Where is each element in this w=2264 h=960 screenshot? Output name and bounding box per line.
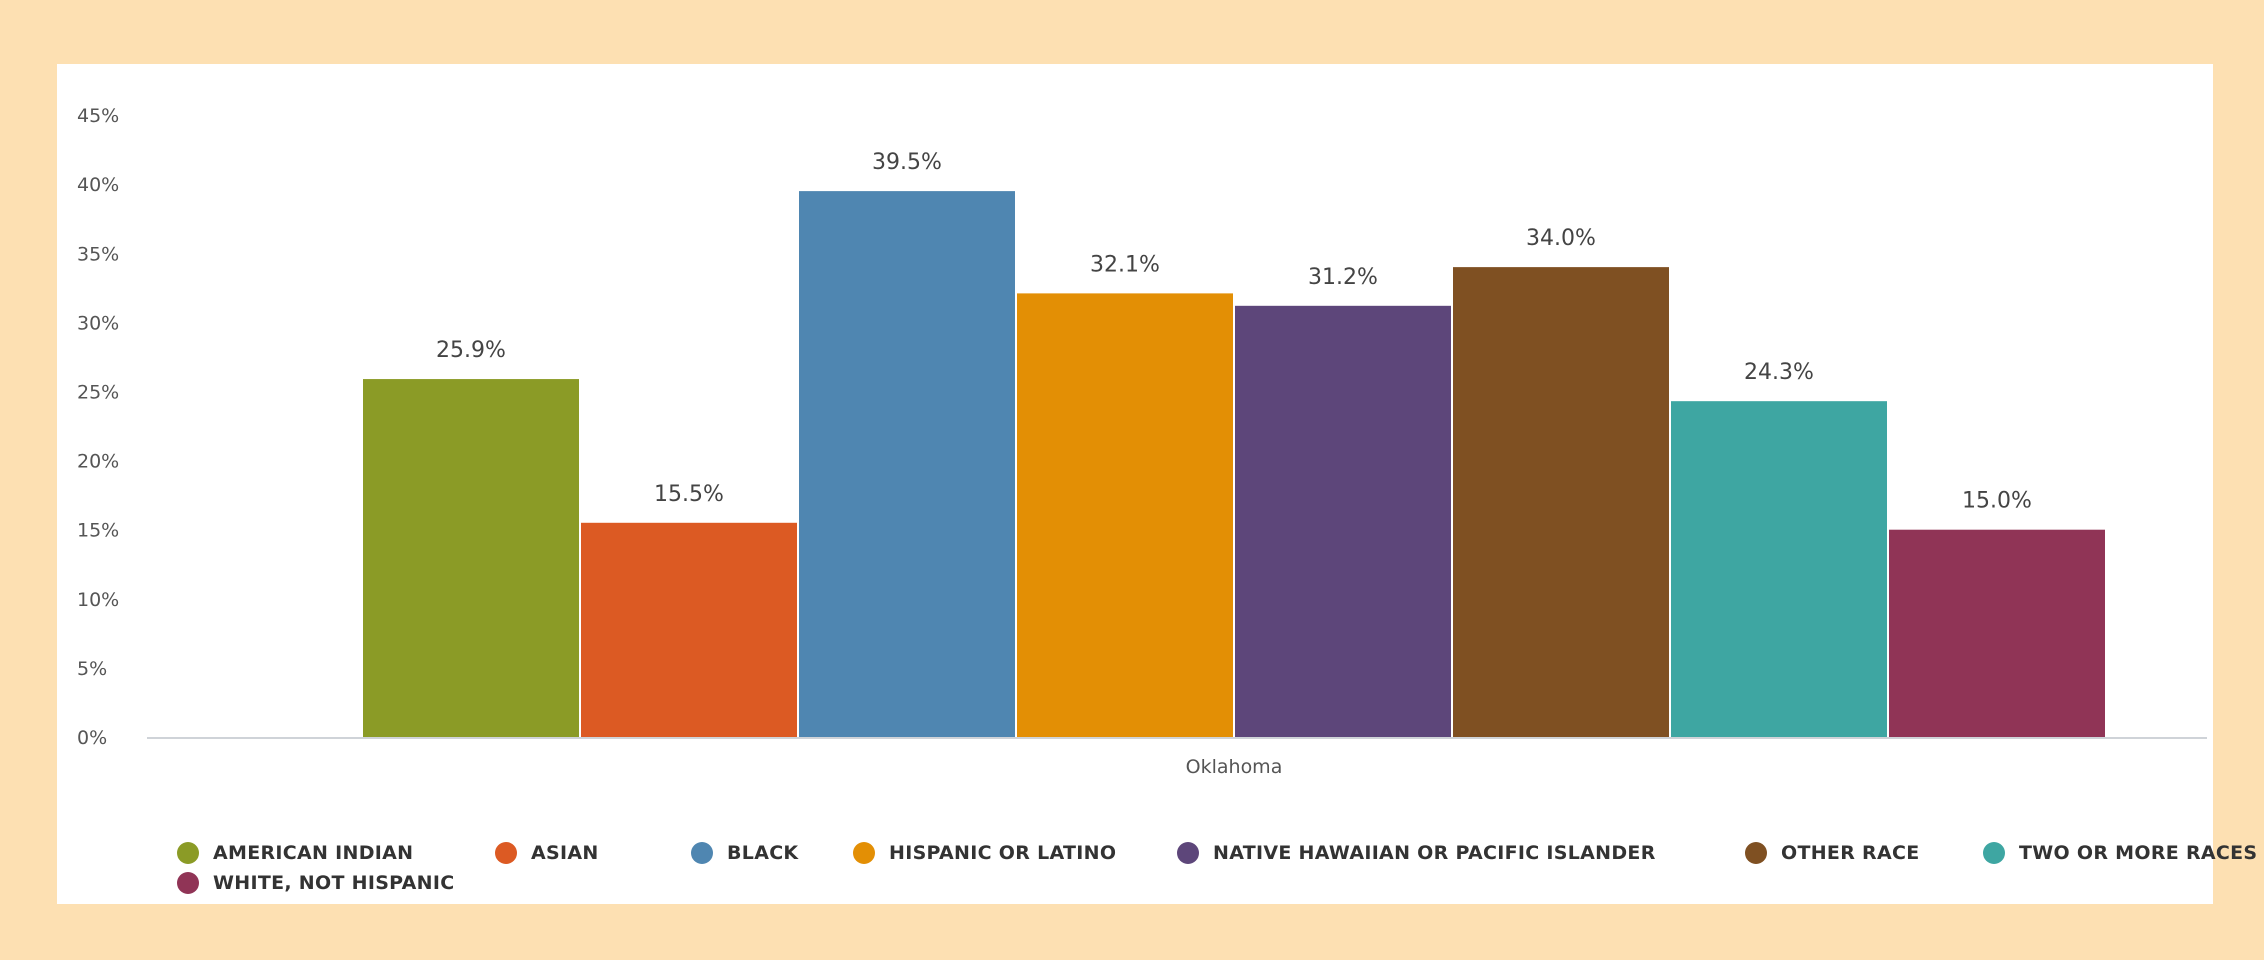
legend-swatch	[495, 842, 517, 864]
legend-label: HISPANIC OR LATINO	[889, 842, 1117, 864]
legend-swatch	[1745, 842, 1767, 864]
legend-label: WHITE, NOT HISPANIC	[213, 872, 455, 894]
legend-label: TWO OR MORE RACES	[2019, 842, 2258, 864]
legend-item[interactable]: NATIVE HAWAIIAN OR PACIFIC ISLANDER	[1177, 842, 1656, 864]
legend-label: AMERICAN INDIAN	[213, 842, 414, 864]
y-tick-label: 25%	[77, 382, 119, 404]
y-tick-label: 15%	[77, 520, 119, 542]
bar-hispanic-or-latino[interactable]	[1017, 293, 1233, 737]
bar-other-race[interactable]	[1453, 267, 1669, 737]
data-label: 15.0%	[1962, 489, 2032, 514]
legend-item[interactable]: TWO OR MORE RACES	[1983, 842, 2257, 864]
bar-white-not-hispanic[interactable]	[1889, 529, 2105, 737]
bar-american-indian[interactable]	[363, 379, 579, 737]
legend-item[interactable]: BLACK	[691, 842, 798, 864]
data-label: 34.0%	[1526, 226, 1596, 251]
data-label: 39.5%	[872, 150, 942, 175]
data-labels: 25.9% 15.5% 39.5% 32.1% 31.2% 34.0% 24.3% 15.0%	[436, 150, 2032, 514]
legend-swatch	[1177, 842, 1199, 864]
legend-label: ASIAN	[531, 842, 599, 864]
legend-item[interactable]: AMERICAN INDIAN	[177, 842, 413, 864]
legend-item[interactable]: WHITE, NOT HISPANIC	[177, 872, 454, 894]
legend-label: NATIVE HAWAIIAN OR PACIFIC ISLANDER	[1213, 842, 1656, 864]
y-tick-label: 35%	[77, 243, 119, 265]
bars	[363, 191, 2105, 738]
y-tick-label: 5%	[77, 658, 107, 680]
y-tick-label: 30%	[77, 312, 119, 334]
legend-swatch	[177, 842, 199, 864]
data-label: 15.5%	[654, 482, 724, 507]
y-axis: 0% 5% 10% 15% 20% 25% 30% 35% 40% 45%	[77, 105, 119, 749]
data-label: 25.9%	[436, 338, 506, 363]
legend-item[interactable]: ASIAN	[495, 842, 599, 864]
category-label: Oklahoma	[1186, 756, 1283, 778]
legend-swatch	[1983, 842, 2005, 864]
y-tick-label: 20%	[77, 451, 119, 473]
y-tick-label: 10%	[77, 589, 119, 611]
legend-swatch	[177, 872, 199, 894]
y-tick-label: 40%	[77, 174, 119, 196]
legend-label: OTHER RACE	[1781, 842, 1920, 864]
chart-panel: 0% 5% 10% 15% 20% 25% 30% 35% 40% 45% 25.9% 15.5% 3…	[57, 64, 2257, 904]
y-tick-label: 45%	[77, 105, 119, 127]
bar-native-hawaiian-or-pacific-islander[interactable]	[1235, 305, 1451, 737]
data-label: 31.2%	[1308, 265, 1378, 290]
y-tick-label: 0%	[77, 727, 107, 749]
bar-asian[interactable]	[581, 522, 797, 737]
legend-swatch	[853, 842, 875, 864]
bar-black[interactable]	[799, 191, 1015, 738]
legend-item[interactable]: OTHER RACE	[1745, 842, 1920, 864]
data-label: 32.1%	[1090, 252, 1160, 277]
data-label: 24.3%	[1744, 360, 1814, 385]
bar-two-or-more-races[interactable]	[1671, 401, 1887, 737]
bar-chart: 0% 5% 10% 15% 20% 25% 30% 35% 40% 45% 25.9% 15.5% 3…	[77, 105, 2207, 778]
legend-swatch	[691, 842, 713, 864]
legend-item[interactable]: HISPANIC OR LATINO	[853, 842, 1116, 864]
legend-label: BLACK	[727, 842, 799, 864]
